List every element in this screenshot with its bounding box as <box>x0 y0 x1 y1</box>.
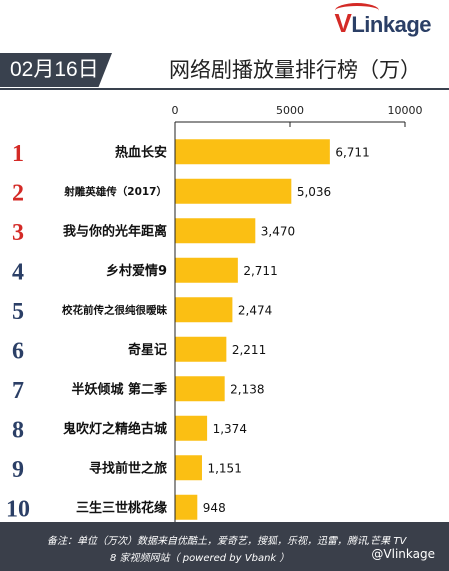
data-bar <box>175 494 198 520</box>
category-label: 寻找前世之旅 <box>89 461 167 477</box>
rank-number: 1 <box>12 141 24 167</box>
x-tick-label: 10000 <box>388 104 423 117</box>
value-label: 948 <box>203 501 226 515</box>
category-label: 鬼吹灯之精绝古城 <box>63 421 167 437</box>
data-bar <box>175 218 256 244</box>
footer-note-line1: 备注：单位（万次）数据来自优酷土，爱奇艺，搜狐，乐视，迅雷，腾讯,芒果 TV <box>47 536 407 547</box>
data-bar <box>175 297 233 323</box>
value-label: 5,036 <box>297 185 331 199</box>
rank-number: 6 <box>12 338 24 364</box>
data-bar <box>175 257 238 283</box>
data-bar <box>175 376 225 402</box>
value-label: 1,151 <box>207 461 241 475</box>
chart-title: 网络剧播放量排行榜（万） <box>169 58 421 82</box>
category-label: 校花前传之很纯很暧昧 <box>62 304 167 317</box>
rank-number: 10 <box>6 496 30 522</box>
category-label: 热血长安 <box>115 145 167 161</box>
rank-number: 5 <box>12 299 24 325</box>
value-label: 1,374 <box>213 422 247 436</box>
footer-bar: 备注：单位（万次）数据来自优酷土，爱奇艺，搜狐，乐视，迅雷，腾讯,芒果 TV 8… <box>0 522 449 571</box>
data-bar <box>175 178 292 204</box>
rank-number: 8 <box>12 417 24 443</box>
category-label: 半妖倾城 第二季 <box>71 382 167 398</box>
value-label: 3,470 <box>261 224 295 238</box>
data-bar <box>175 139 330 165</box>
vlinkage-logo: VLinkage <box>334 3 431 37</box>
rank-number: 9 <box>12 457 24 483</box>
footer-note-line2: 8 家视频网站（ powered by Vbank ） <box>110 553 290 564</box>
category-label: 我与你的光年距离 <box>63 224 167 240</box>
x-tick-label: 0 <box>172 104 179 117</box>
value-label: 2,211 <box>232 343 266 357</box>
footer-handle: @Vlinkage <box>371 547 435 561</box>
rank-number: 4 <box>12 259 24 285</box>
category-label: 乡村爱情9 <box>106 263 167 279</box>
title-divider <box>0 88 449 90</box>
data-bar <box>175 415 208 441</box>
category-label: 射雕英雄传（2017） <box>63 185 167 198</box>
rank-number: 7 <box>12 378 24 404</box>
x-tick-label: 5000 <box>276 104 304 117</box>
rank-number: 3 <box>12 220 24 246</box>
category-label: 三生三世桃花缘 <box>76 500 167 516</box>
data-bar <box>175 336 227 362</box>
category-label: 奇星记 <box>128 342 167 358</box>
date-badge: 02月16日 <box>0 53 112 87</box>
rank-number: 2 <box>12 180 24 206</box>
logo-swoosh <box>334 3 379 18</box>
value-label: 2,474 <box>238 303 272 317</box>
ranking-chart: 0 5000 10000 1 热血长安 6,711 2 射雕英雄传（2017） 5,036 3 我与… <box>6 104 423 522</box>
value-label: 2,138 <box>230 382 264 396</box>
value-label: 6,711 <box>335 145 369 159</box>
value-label: 2,711 <box>243 264 277 278</box>
data-bar <box>175 455 202 481</box>
